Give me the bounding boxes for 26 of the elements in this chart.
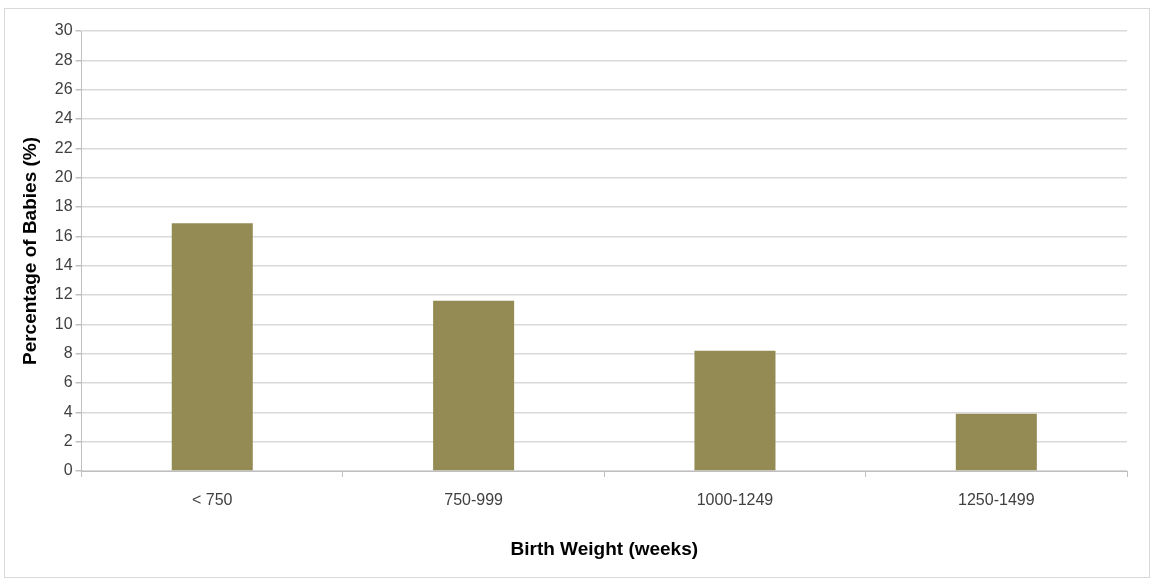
- y-tick-label: 2: [63, 432, 73, 450]
- y-tick-label: 4: [63, 402, 73, 420]
- x-tick-label: 1250-1499: [958, 491, 1035, 509]
- y-tick-label: 20: [54, 168, 73, 186]
- y-tick-label: 14: [54, 256, 73, 274]
- y-tick-label: 16: [54, 226, 73, 244]
- x-tick-label: 750-999: [444, 491, 504, 509]
- bar: [171, 223, 253, 471]
- x-tick-label: 1000-1249: [696, 491, 774, 509]
- bar: [955, 413, 1037, 471]
- y-tick-label: 30: [54, 21, 73, 39]
- y-tick-label: 28: [54, 50, 73, 68]
- y-tick-label: 24: [54, 109, 73, 127]
- y-tick-label: 18: [54, 197, 73, 215]
- y-tick-label: 8: [63, 344, 73, 362]
- bar: [433, 300, 515, 471]
- y-tick-label: 12: [54, 285, 73, 303]
- y-tick-label: 0: [63, 461, 73, 479]
- x-tick-label: < 750: [192, 491, 233, 509]
- y-tick-label: 6: [63, 373, 73, 391]
- y-tick-label: 26: [54, 80, 73, 98]
- bar: [694, 350, 776, 471]
- x-axis-title: Birth Weight (weeks): [510, 537, 699, 559]
- y-tick-label: 10: [54, 314, 73, 332]
- y-axis-title: Percentage of Babies (%): [18, 136, 40, 366]
- y-tick-label: 22: [54, 138, 73, 156]
